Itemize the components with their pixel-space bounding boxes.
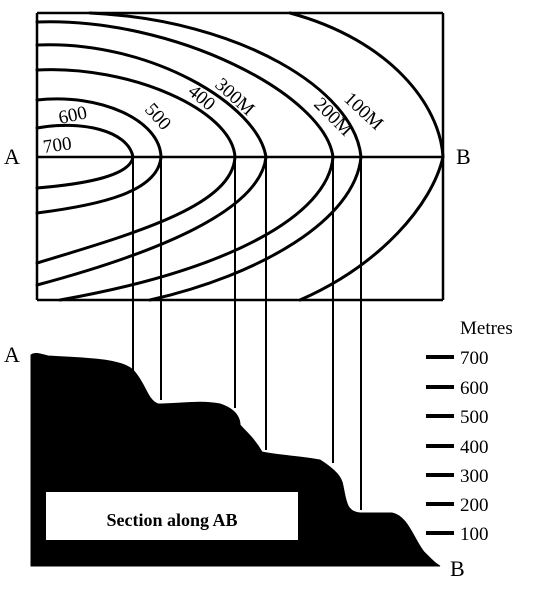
map-point-b-label: B [456, 144, 471, 169]
section-caption: Section along AB [106, 510, 237, 530]
scale-tick-label: 700 [460, 348, 489, 369]
section-caption-box [46, 492, 298, 540]
scale-tick-label: 600 [460, 378, 489, 399]
contour-labels: 700 600 500 400 300M 200M 100M [42, 74, 387, 158]
scale-tick-200: 200 [426, 495, 489, 516]
map-point-a-label: A [4, 144, 20, 169]
scale-tick-label: 200 [460, 495, 489, 516]
scale-tick-500: 500 [426, 407, 489, 428]
contour-label-500: 500 [140, 99, 175, 134]
scale-tick-600: 600 [426, 378, 489, 399]
height-scale: 700 600 500 400 300 200 100 [426, 348, 489, 545]
projection-lines [132, 157, 362, 510]
scale-tick-label: 500 [460, 407, 489, 428]
scale-tick-label: 400 [460, 437, 489, 458]
section-point-a-label: A [4, 342, 20, 367]
contour-label-700: 700 [42, 133, 73, 158]
scale-tick-400: 400 [426, 437, 489, 458]
contour-line-300 [35, 20, 335, 302]
scale-tick-label: 100 [460, 524, 489, 545]
scale-tick-300: 300 [426, 466, 489, 487]
section-point-b-label: B [450, 556, 465, 581]
scale-tick-label: 300 [460, 466, 489, 487]
scale-tick-700: 700 [426, 348, 489, 369]
scale-tick-100: 100 [426, 524, 489, 545]
scale-unit-label: Metres [460, 318, 513, 339]
